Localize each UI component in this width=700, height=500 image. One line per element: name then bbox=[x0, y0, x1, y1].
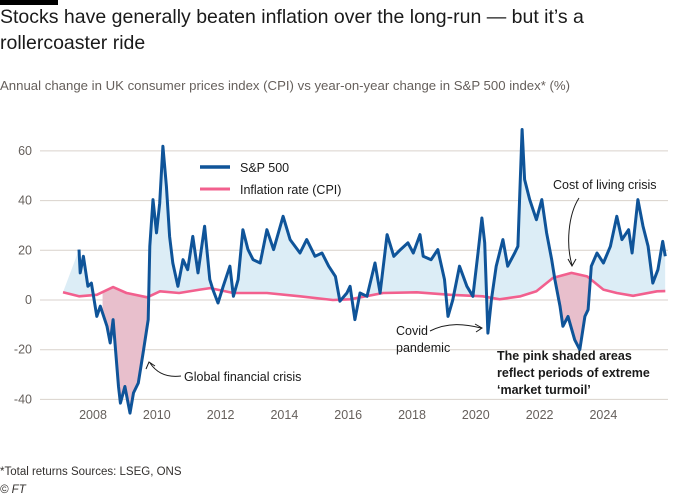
x-tick-label: 2014 bbox=[270, 408, 298, 422]
legend: S&P 500 Inflation rate (CPI) bbox=[200, 161, 341, 197]
chart-subtitle: Annual change in UK consumer prices inde… bbox=[0, 78, 571, 93]
annotation-covid-1: Covid bbox=[396, 324, 428, 338]
x-axis: 2008 2010 2012 2014 2016 2018 2020 2022 2024 bbox=[79, 408, 617, 422]
legend-label-cpi: Inflation rate (CPI) bbox=[240, 183, 341, 197]
y-tick-label: 0 bbox=[25, 293, 32, 307]
x-tick-label: 2008 bbox=[79, 408, 107, 422]
turmoil-area bbox=[102, 272, 593, 414]
x-tick-label: 2012 bbox=[207, 408, 235, 422]
annotation-gfc: Global financial crisis bbox=[184, 370, 301, 384]
arrow-col bbox=[568, 197, 580, 266]
copyright: © FT bbox=[0, 484, 26, 496]
arrow-head-icon bbox=[474, 323, 483, 333]
annotation-covid-2: pandemic bbox=[396, 341, 450, 355]
annotation-note-1: The pink shaded areas bbox=[497, 349, 632, 363]
y-tick-label: 60 bbox=[18, 144, 32, 158]
y-tick-label: -20 bbox=[14, 343, 32, 357]
arrow-covid bbox=[429, 324, 482, 332]
chart-title: Stocks have generally beaten inflation o… bbox=[0, 6, 584, 54]
annotation-note-3: ‘market turmoil’ bbox=[497, 383, 591, 397]
arrow-head-icon bbox=[567, 258, 577, 268]
x-tick-label: 2016 bbox=[334, 408, 362, 422]
y-axis: -40 -20 0 20 40 60 bbox=[14, 144, 32, 407]
ft-topbar bbox=[0, 0, 58, 5]
y-tick-label: 40 bbox=[18, 194, 32, 208]
footnote: *Total returns Sources: LSEG, ONS bbox=[0, 466, 182, 478]
x-tick-label: 2010 bbox=[143, 408, 171, 422]
y-tick-label: -40 bbox=[14, 392, 32, 406]
x-tick-label: 2018 bbox=[398, 408, 426, 422]
arrow-head-icon bbox=[145, 361, 156, 370]
legend-label-sp500: S&P 500 bbox=[240, 161, 289, 175]
sp500-line bbox=[77, 128, 667, 415]
annotation-note-2: reflect periods of extreme bbox=[497, 366, 650, 380]
annotation-col: Cost of living crisis bbox=[553, 178, 657, 192]
arrow-gfc bbox=[149, 362, 182, 377]
annotations: Global financial crisis Covid pandemic C… bbox=[145, 178, 657, 397]
x-tick-label: 2020 bbox=[462, 408, 490, 422]
outperformance-area bbox=[63, 129, 666, 300]
turmoil-area-group bbox=[102, 272, 593, 414]
x-tick-label: 2022 bbox=[526, 408, 554, 422]
x-tick-label: 2024 bbox=[589, 408, 617, 422]
y-tick-label: 20 bbox=[18, 243, 32, 257]
